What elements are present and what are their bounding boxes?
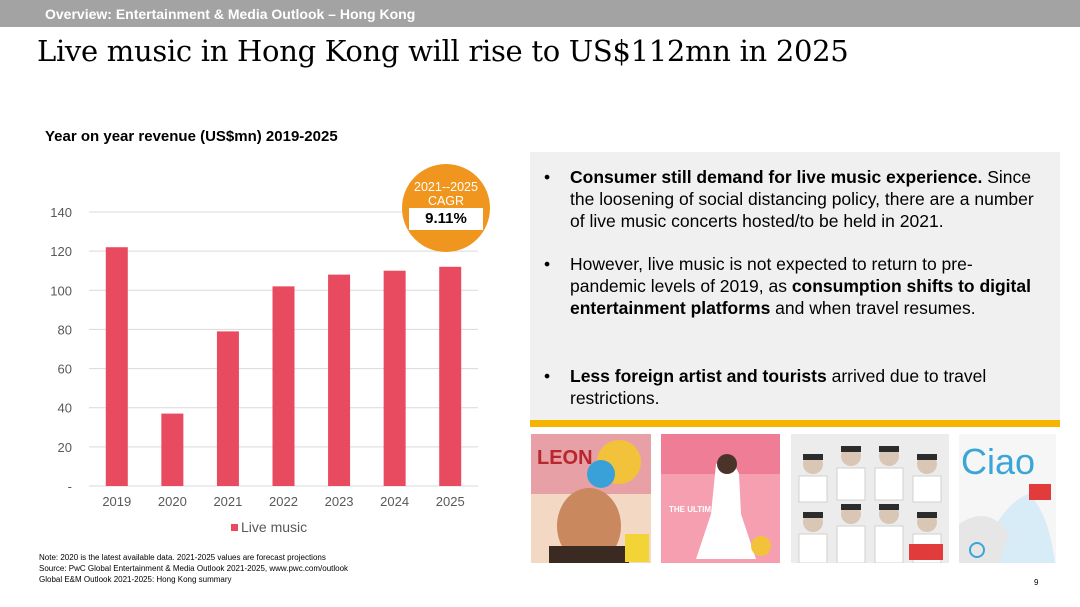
y-tick-label: 140 xyxy=(50,205,72,220)
bullet-2-bold: consumption shifts to digital entertainm… xyxy=(570,276,1031,318)
chart-title: Year on year revenue (US$mn) 2019-2025 xyxy=(45,128,338,145)
cagr-period: 2021--2025 xyxy=(414,180,478,194)
y-tick-label: 40 xyxy=(58,401,72,416)
page-number: 9 xyxy=(1034,578,1039,587)
bullet-1-bold: Consumer still demand for live music exp… xyxy=(570,167,983,187)
chart-legend: Live music xyxy=(231,519,307,535)
bullet-dot: • xyxy=(544,167,551,187)
bar-2023 xyxy=(328,274,351,486)
x-tick-label: 2025 xyxy=(436,494,465,509)
top-banner: Overview: Entertainment & Media Outlook … xyxy=(0,0,1080,27)
x-tick-label: 2023 xyxy=(325,494,354,509)
y-tick-label: 60 xyxy=(58,362,72,377)
x-tick-label: 2021 xyxy=(213,494,242,509)
bar-2019 xyxy=(105,247,128,486)
bullet-1-text: Since the loosening of social distancing… xyxy=(570,167,1034,231)
bar-2021 xyxy=(216,331,239,486)
bar-2022 xyxy=(272,286,295,486)
legend-label: Live music xyxy=(241,519,308,535)
bullet-dot: • xyxy=(544,366,551,386)
bullet-2-text-after: and when travel resumes. xyxy=(770,298,976,318)
x-tick-label: 2022 xyxy=(269,494,298,509)
legend-swatch xyxy=(231,524,238,531)
bar-chart: - 20 40 60 80 100 120 140 2019 2020 2021 2022 2023 20… xyxy=(50,205,478,509)
cagr-value: 9.11% xyxy=(409,208,483,230)
poster-4-title: Ciao xyxy=(961,441,1035,482)
x-tick-label: 2020 xyxy=(158,494,187,509)
bullet-3-bold: Less foreign artist and tourists xyxy=(570,366,827,386)
y-tick-label: - xyxy=(68,479,72,494)
bar-2024 xyxy=(383,270,406,486)
x-tick-label: 2019 xyxy=(102,494,131,509)
leon-concert-poster: LEON xyxy=(531,434,651,563)
section-label: Overview: Entertainment & Media Outlook … xyxy=(45,6,416,22)
poster-2-title: THE ULTIMATE xyxy=(669,505,727,514)
y-tick-label: 20 xyxy=(58,440,72,455)
cagr-label: CAGR xyxy=(427,194,465,208)
page-title: Live music in Hong Kong will rise to US$… xyxy=(37,34,849,68)
key-points-panel: • Consumer still demand for live music e… xyxy=(530,152,1060,427)
ciao-concert-poster: Ciao xyxy=(959,434,1056,563)
footnotes: Note: 2020 is the latest available data.… xyxy=(39,552,348,585)
bar-2025 xyxy=(439,266,462,486)
footnote-note: Note: 2020 is the latest available data.… xyxy=(39,553,326,562)
x-tick-label: 2024 xyxy=(380,494,409,509)
bullet-2-text-before: However, live music is not expected to r… xyxy=(570,254,973,296)
y-tick-label: 120 xyxy=(50,244,72,259)
group-concert-poster xyxy=(791,434,949,563)
bar-2020 xyxy=(161,413,184,486)
y-tick-label: 100 xyxy=(50,283,72,298)
ultimate-concert-poster: THE ULTIMATE xyxy=(661,434,780,563)
footnote-source: Source: PwC Global Entertainment & Media… xyxy=(39,564,349,573)
bullet-3-text: arrived due to travel restrictions. xyxy=(570,366,987,408)
bullet-dot: • xyxy=(544,254,551,274)
footnote-doc: Global E&M Outlook 2021-2025: Hong Kong … xyxy=(39,575,232,584)
y-tick-label: 80 xyxy=(58,322,72,337)
poster-1-title: LEON xyxy=(537,447,593,469)
cagr-badge: 2021--2025 CAGR 9.11% xyxy=(402,164,490,252)
